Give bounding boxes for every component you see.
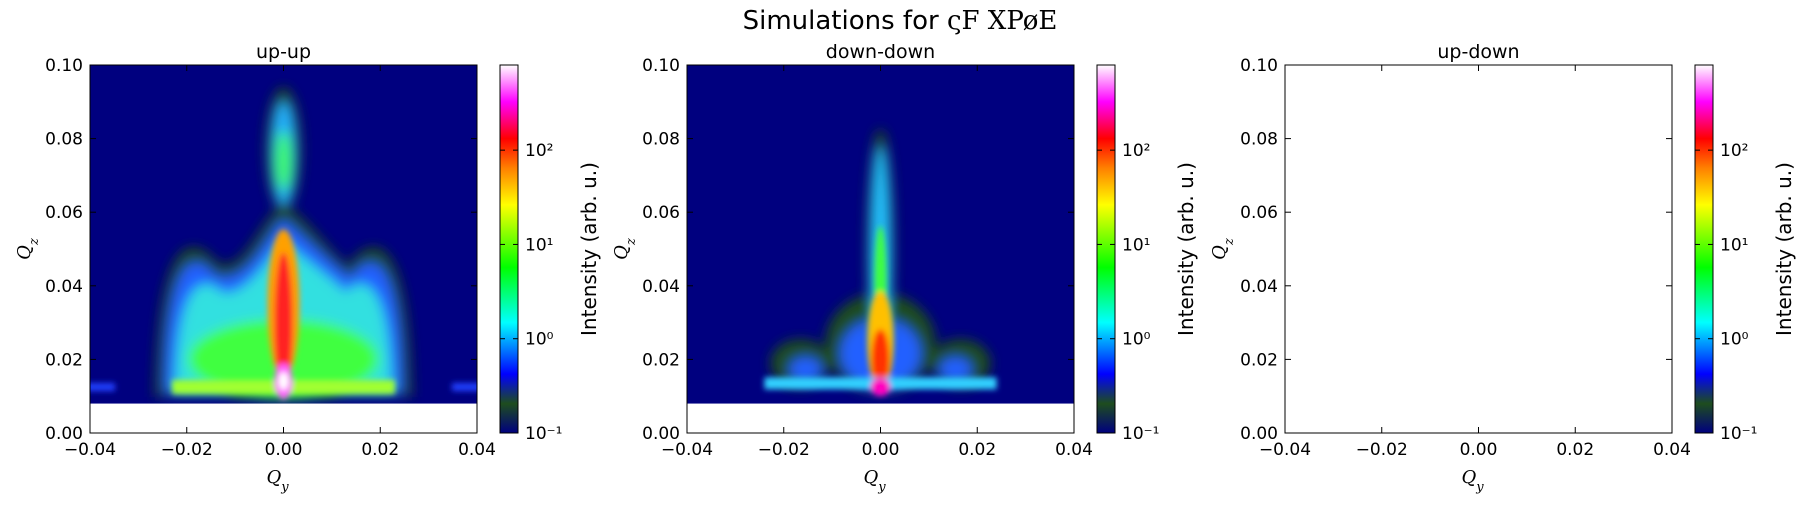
y-axis-label-group: Qz	[14, 238, 42, 260]
heatmap-peak-white	[278, 372, 289, 391]
x-axis-label: Qy	[863, 467, 886, 495]
x-tick-label: 0.02	[958, 440, 996, 460]
y-tick-label: 0.00	[1240, 424, 1278, 444]
heatmap-rod-red	[871, 329, 890, 390]
x-tick-label: 0.00	[265, 440, 303, 460]
colorbar-label: Intensity (arb. u.)	[577, 162, 601, 336]
heatmap-detail-layers	[764, 225, 997, 396]
y-tick-label: 0.02	[1240, 350, 1278, 370]
x-tick-label: −0.02	[758, 440, 810, 460]
y-tick-label: 0.08	[45, 130, 83, 150]
y-tick-label: 0.04	[1240, 277, 1278, 297]
heatmap-side-core-right	[939, 357, 972, 382]
colorbar-label: Intensity (arb. u.)	[1174, 162, 1198, 336]
x-axis-label: Qy	[266, 467, 289, 495]
heatmap-detail-layers	[90, 229, 477, 400]
colorbar-tick-label: 10²	[1720, 141, 1748, 161]
x-tick-label: 0.04	[1055, 440, 1093, 460]
x-tick-label: −0.04	[661, 440, 713, 460]
colorbar	[499, 64, 519, 434]
colorbar	[1694, 64, 1714, 434]
colorbar-tick-label: 10⁻¹	[525, 424, 562, 444]
heatmap-rod-red	[274, 252, 293, 393]
figure-title-text: Simulations for	[742, 6, 947, 36]
y-tick-label: 0.06	[642, 203, 680, 223]
heatmap-peak-magenta	[870, 378, 891, 396]
y-tick-label: 0.06	[1240, 203, 1278, 223]
panel-title: up-down	[1437, 41, 1519, 63]
colorbar-tick-label: 10²	[1122, 141, 1150, 161]
x-tick-label: 0.02	[1556, 440, 1594, 460]
x-tick-label: 0.04	[458, 440, 496, 460]
heatmap-side-core-left	[789, 357, 822, 382]
x-tick-label: 0.02	[361, 440, 399, 460]
y-tick-label: 0.08	[1240, 130, 1278, 150]
figure-title-math: ςF XPøE	[946, 6, 1058, 36]
y-tick-label: 0.04	[642, 277, 680, 297]
colorbar-tick-label: 10⁻¹	[1720, 424, 1757, 444]
panel-up-up: −0.04 −0.02 0.00 0.02 0.04 0.00 0.02 0.04 0.06 0.…	[14, 41, 601, 495]
y-tick-label: 0.06	[45, 203, 83, 223]
x-tick-label: 0.04	[1653, 440, 1691, 460]
y-tick-label: 0.04	[45, 277, 83, 297]
figure-title: Simulations for ςF XPøE	[0, 6, 1800, 36]
heatmap	[90, 65, 477, 433]
colorbar-label-group: Intensity (arb. u.)	[1174, 162, 1198, 336]
x-tick-label: −0.04	[1259, 440, 1311, 460]
y-tick-label: 0.00	[45, 424, 83, 444]
panel-up-down: −0.04 −0.02 0.00 0.02 0.04 0.00 0.02 0.04 0.06 0.…	[1209, 41, 1796, 495]
colorbar-label: Intensity (arb. u.)	[1772, 162, 1796, 336]
axes-frame	[1284, 64, 1673, 434]
y-axis-label: Qz	[14, 238, 42, 260]
y-tick-label: 0.10	[642, 56, 680, 76]
heatmap-yoneda-edge-right	[452, 383, 477, 391]
y-axis-label: Qz	[1209, 238, 1237, 260]
heatmap-yoneda-edge-left	[90, 383, 115, 391]
x-tick-label: 0.00	[862, 440, 900, 460]
x-tick-label: −0.04	[64, 440, 116, 460]
x-axis-label: Qy	[1461, 467, 1484, 495]
y-tick-label: 0.02	[642, 350, 680, 370]
y-tick-label: 0.00	[642, 424, 680, 444]
y-tick-label: 0.10	[45, 56, 83, 76]
colorbar-tick-label: 10¹	[525, 235, 553, 255]
y-axis-label: Qz	[611, 238, 639, 260]
x-tick-label: 0.00	[1460, 440, 1498, 460]
y-axis-label-group: Qz	[1209, 238, 1237, 260]
panel-title: down-down	[826, 41, 935, 63]
x-tick-label: −0.02	[161, 440, 213, 460]
colorbar-label-group: Intensity (arb. u.)	[1772, 162, 1796, 336]
panel-down-down: −0.04 −0.02 0.00 0.02 0.04 0.00 0.02 0.04 0.06 0.…	[611, 41, 1198, 495]
colorbar-tick-label: 10⁻¹	[1122, 424, 1159, 444]
x-tick-label: −0.02	[1356, 440, 1408, 460]
panel-title: up-up	[256, 41, 311, 63]
colorbar-tick-label: 10⁰	[1720, 330, 1749, 350]
y-tick-label: 0.10	[1240, 56, 1278, 76]
heatmap	[687, 65, 1074, 433]
colorbar-tick-label: 10¹	[1122, 235, 1150, 255]
colorbar-tick-label: 10²	[525, 141, 553, 161]
y-tick-label: 0.08	[642, 130, 680, 150]
y-tick-label: 0.02	[45, 350, 83, 370]
colorbar-tick-label: 10⁰	[1122, 330, 1151, 350]
colorbar-tick-label: 10¹	[1720, 235, 1748, 255]
colorbar-label-group: Intensity (arb. u.)	[577, 162, 601, 336]
heatmap-upper-green	[276, 130, 291, 191]
colorbar-tick-label: 10⁰	[525, 330, 554, 350]
y-axis-label-group: Qz	[611, 238, 639, 260]
colorbar	[1096, 64, 1116, 434]
